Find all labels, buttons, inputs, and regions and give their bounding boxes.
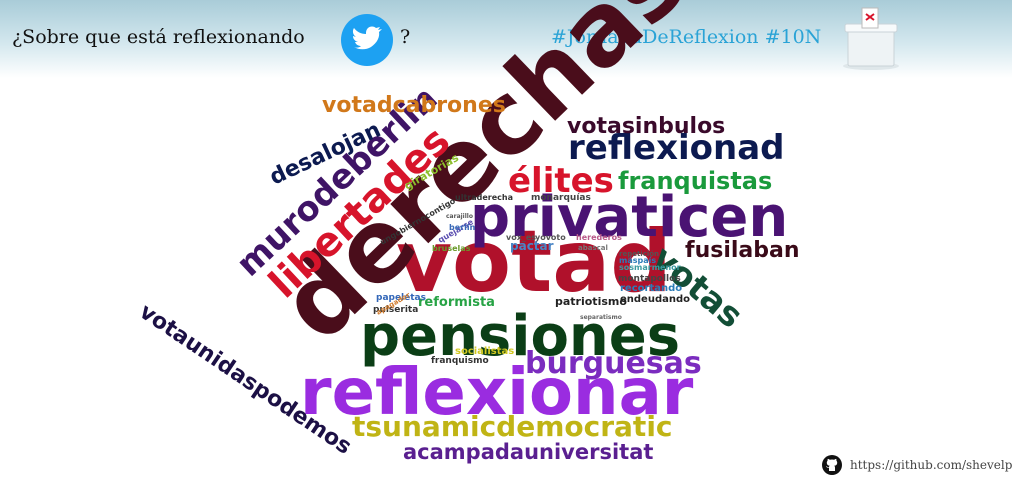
cloud-word: reflexionar [300, 356, 694, 430]
cloud-word: patriotismo [555, 295, 627, 308]
cloud-word: carajillo [446, 213, 473, 220]
ballot-box-icon [842, 6, 900, 72]
cloud-word: reflexionad [568, 128, 785, 168]
cloud-word: bruselas [432, 244, 471, 253]
hashtags: #JornadaDeReflexion #10N [551, 26, 822, 48]
cloud-word: fusilaban [685, 238, 800, 263]
cloud-word: recortando [620, 283, 682, 294]
question-text: ¿Sobre que está reflexionando [12, 26, 305, 48]
cloud-word: monarquías [531, 193, 591, 203]
cloud-word: separatismo [580, 314, 622, 321]
cloud-word: vox_es [506, 233, 536, 242]
cloud-word: burguesas [525, 346, 702, 381]
cloud-word: privaticen [470, 185, 788, 250]
cloud-word: herederos [576, 233, 622, 242]
cloud-word: abascal [578, 244, 608, 252]
cloud-word: franquistas [618, 167, 772, 195]
cloud-word: tsunamicdemocratic [352, 410, 673, 443]
twitter-bird-icon [341, 14, 393, 66]
cloud-word: máspaís [619, 256, 656, 265]
cloud-word: socialistas [455, 346, 514, 357]
cloud-word: yovoto [535, 233, 566, 242]
question-mark: ? [400, 26, 411, 48]
cloud-word: montapollos [618, 274, 681, 284]
cloud-word: sosmarmenor [619, 263, 681, 272]
cloud-word: ultraderecha [455, 193, 513, 202]
cloud-word: élites [508, 161, 614, 201]
cloud-word: pensiones [360, 304, 680, 369]
cloud-word: acampadauniversitat [403, 440, 653, 464]
cloud-word: votad [396, 212, 672, 312]
cloud-word: votasinbulos [567, 114, 725, 139]
cloud-word: repetición [619, 250, 659, 258]
cloud-word: votadcabrones [322, 93, 506, 118]
cloud-word: papeletas [376, 293, 426, 303]
cloud-word: endeudando [620, 294, 690, 305]
cloud-word: franquismo [431, 356, 489, 366]
cloud-word: pactar [510, 239, 554, 253]
github-icon [822, 455, 842, 475]
cloud-word: berlin [449, 223, 476, 232]
github-url[interactable]: https://github.com/shevelp [850, 458, 1012, 472]
cloud-word: pulserita [373, 305, 418, 315]
header-banner [0, 0, 1012, 78]
cloud-word: reformista [418, 295, 495, 310]
